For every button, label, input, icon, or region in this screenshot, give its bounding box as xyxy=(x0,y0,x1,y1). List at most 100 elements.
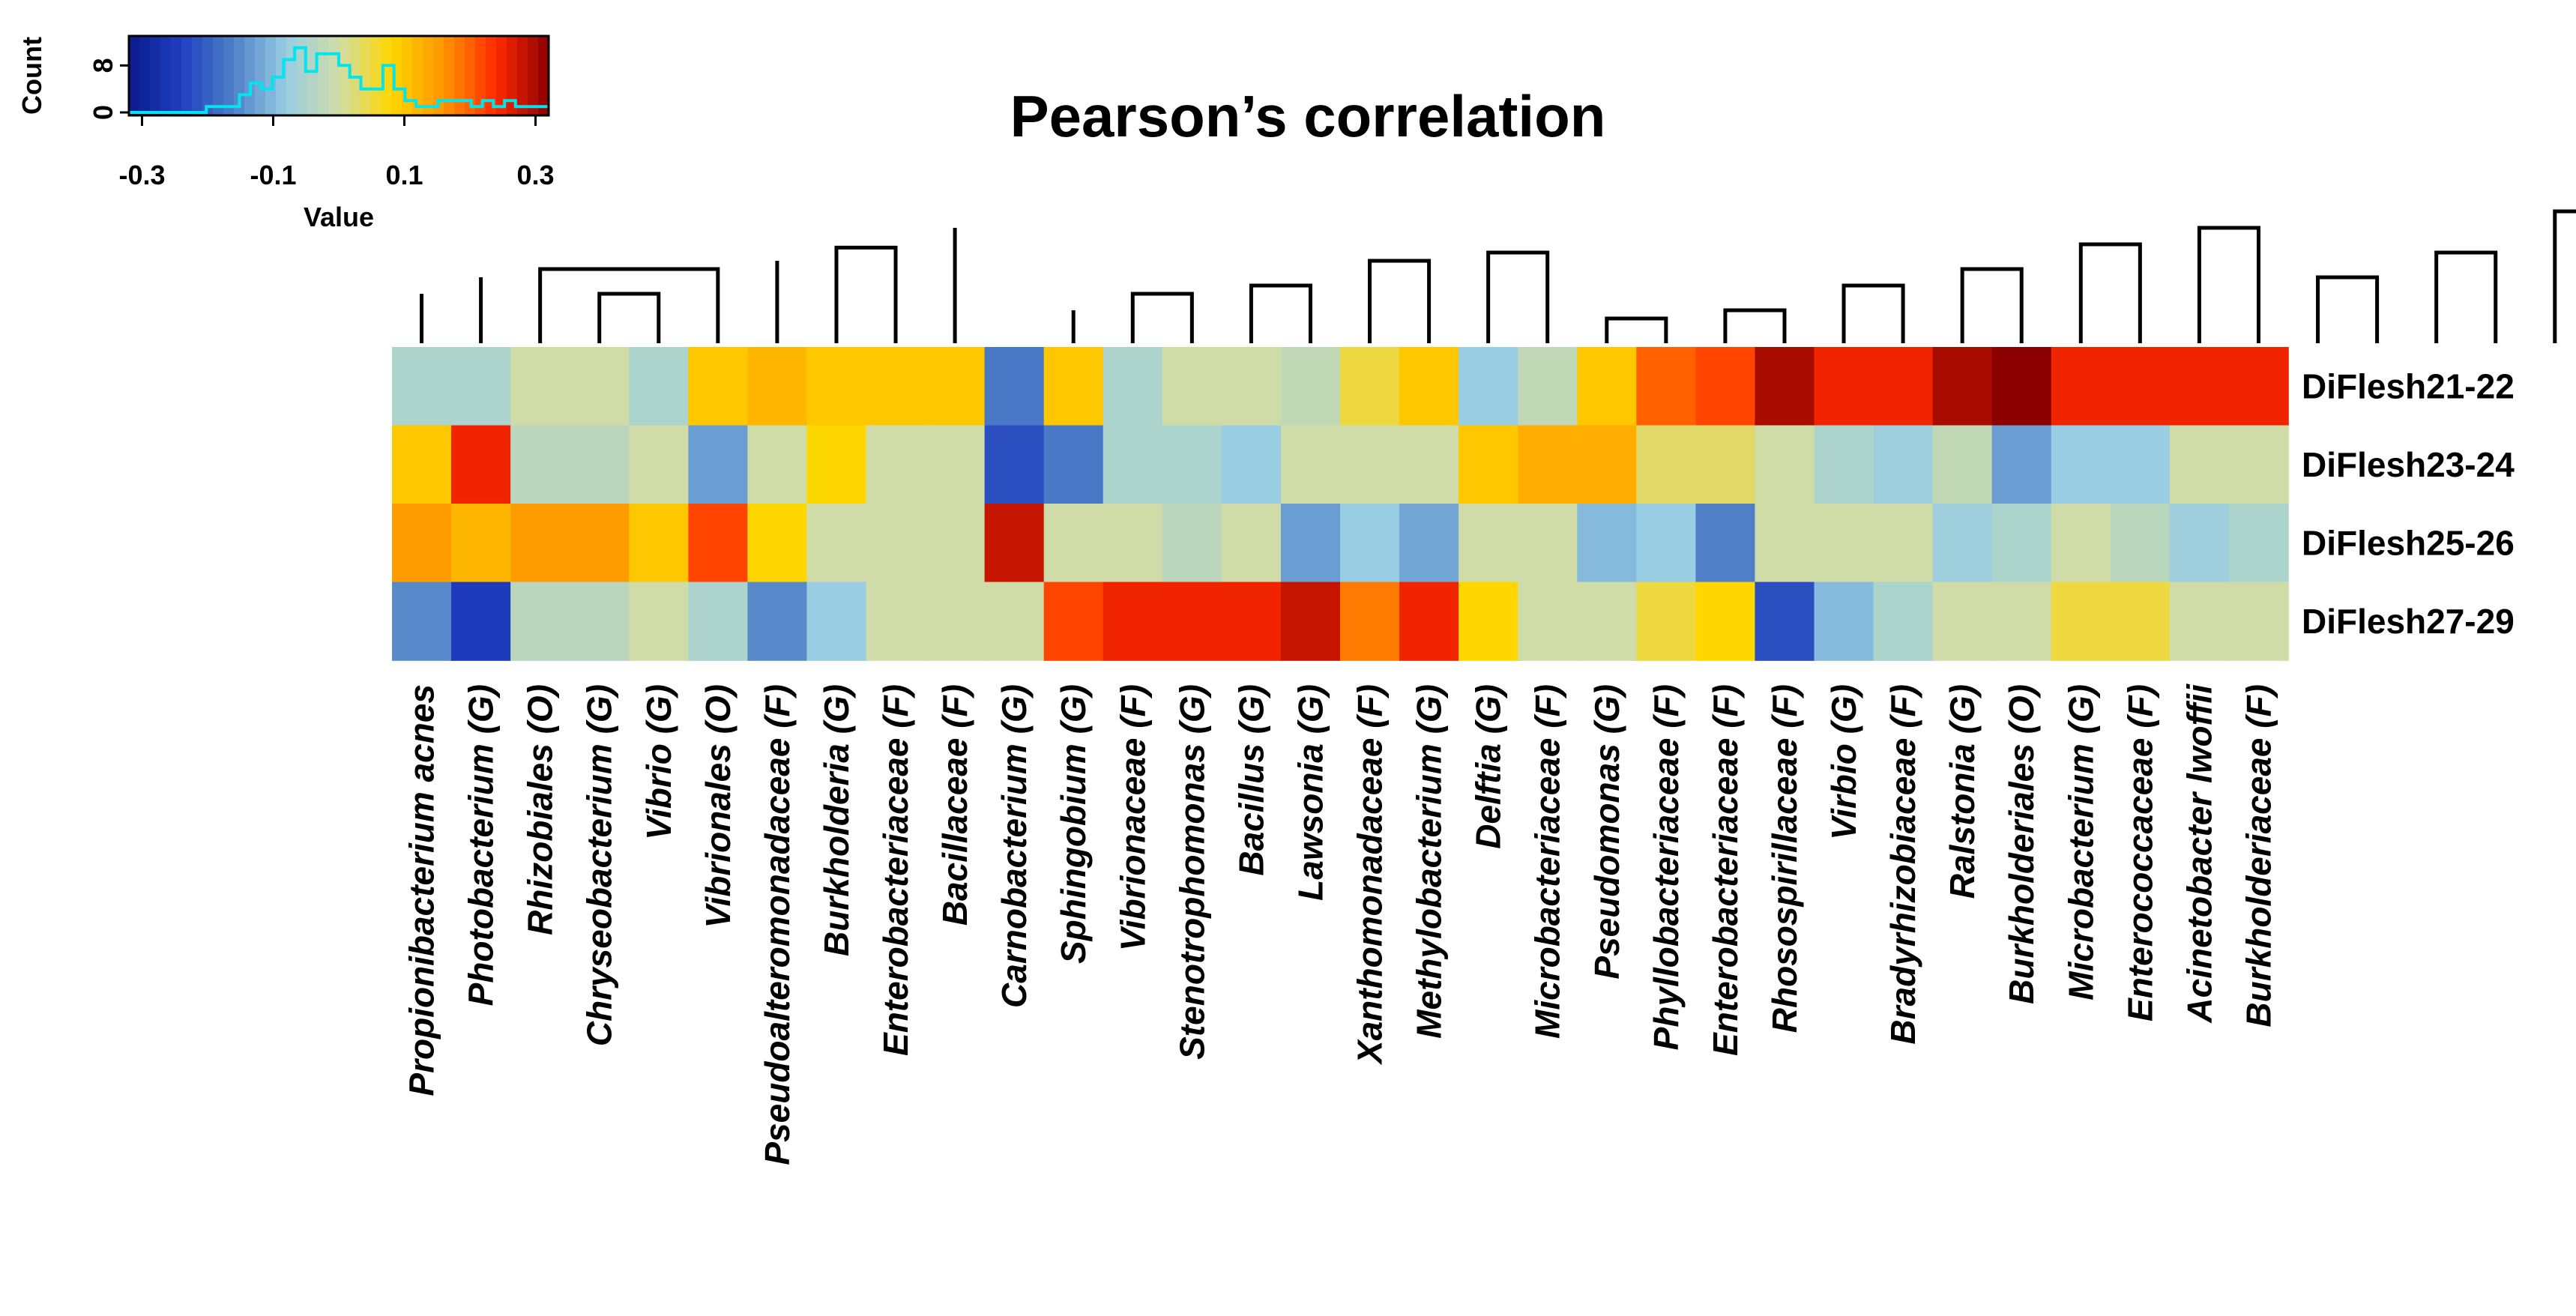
color-key-step xyxy=(486,36,497,115)
heatmap-cell xyxy=(2110,582,2171,661)
column-label: Bacillaceae (F) xyxy=(935,684,974,926)
color-key-step xyxy=(528,36,539,115)
heatmap-cells xyxy=(392,347,2289,661)
color-key-step xyxy=(370,36,381,115)
heatmap-cell xyxy=(2051,425,2111,504)
column-label: Rhizobiales (O) xyxy=(521,684,560,935)
heatmap-cell xyxy=(1577,347,1638,426)
color-key-x-ticks: -0.3 -0.1 0.1 0.3 xyxy=(118,115,555,190)
column-dendrogram-branch xyxy=(1605,316,1668,343)
heatmap-cell xyxy=(392,425,452,504)
heatmap-cell xyxy=(688,425,749,504)
column-label: Phyllobacteriaceae (F) xyxy=(1647,684,1686,1050)
color-key-step xyxy=(412,36,423,115)
row-label: DiFlesh23-24 xyxy=(2302,445,2515,484)
heatmap-cell xyxy=(1340,347,1400,426)
column-label: Enterobacteriaceae (F) xyxy=(1706,684,1745,1056)
heatmap-cell xyxy=(392,504,452,583)
heatmap-cell xyxy=(1577,425,1638,504)
heatmap-cell xyxy=(1399,582,1459,661)
color-key-x-tick-label: 0.1 xyxy=(385,160,423,190)
heatmap-cell xyxy=(1043,582,1104,661)
heatmap-cell xyxy=(570,425,630,504)
column-dendrogram-branch xyxy=(2197,226,2260,343)
heatmap-cell xyxy=(629,347,690,426)
heatmap-cell xyxy=(806,582,867,661)
heatmap-cell xyxy=(1280,504,1341,583)
color-key-step xyxy=(255,36,266,115)
heatmap-cell xyxy=(1162,347,1222,426)
color-key-step xyxy=(192,36,203,115)
color-key-step xyxy=(433,36,444,115)
heatmap-cell xyxy=(1755,504,1815,583)
column-label: Ralstonia (G) xyxy=(1943,684,1982,899)
heatmap-cell xyxy=(629,425,690,504)
heatmap-cell xyxy=(1636,582,1697,661)
color-key-step xyxy=(507,36,518,115)
heatmap-cell xyxy=(1459,425,1518,504)
column-label: Bacillus (G) xyxy=(1231,684,1270,876)
column-label: Microbacterium (G) xyxy=(2061,684,2100,1000)
heatmap-cell xyxy=(1459,347,1518,426)
heatmap-cell xyxy=(1280,582,1341,661)
heatmap-cell xyxy=(451,504,511,583)
column-dendrogram-branch xyxy=(597,292,661,343)
heatmap-cell xyxy=(1873,582,1934,661)
color-key-step xyxy=(318,36,329,115)
color-key-x-label: Value xyxy=(304,202,374,232)
heatmap-cell xyxy=(925,425,986,504)
heatmap-cell xyxy=(510,347,570,426)
color-key-step xyxy=(265,36,277,115)
heatmap-cell xyxy=(451,425,511,504)
heatmap-cell xyxy=(2169,425,2230,504)
heatmap-cell xyxy=(806,425,867,504)
color-key-step xyxy=(423,36,434,115)
heatmap-cell xyxy=(984,425,1045,504)
color-key-step xyxy=(202,36,214,115)
heatmap-cell xyxy=(629,582,690,661)
chart-title: Pearson’s correlation xyxy=(1010,83,1606,149)
heatmap-cell xyxy=(2228,347,2289,426)
row-labels: DiFlesh21-22 DiFlesh23-24 DiFlesh25-26 DiFl… xyxy=(2302,366,2515,641)
heatmap-cell xyxy=(747,582,808,661)
color-key-step xyxy=(339,36,350,115)
column-label: Vibrionaceae (F) xyxy=(1113,684,1152,951)
column-dendrogram-branch xyxy=(538,267,720,343)
column-label: Stenotrophomonas (G) xyxy=(1172,684,1211,1060)
heatmap-cell xyxy=(2051,504,2111,583)
heatmap-cell xyxy=(2228,504,2289,583)
heatmap-cell xyxy=(2228,425,2289,504)
color-key-x-tick-label: -0.3 xyxy=(118,160,165,190)
heatmap-cell xyxy=(1221,425,1282,504)
heatmap-cell xyxy=(984,347,1045,426)
color-key-step xyxy=(150,36,161,115)
heatmap-cell xyxy=(1636,504,1697,583)
color-key-step xyxy=(213,36,224,115)
heatmap-cell xyxy=(984,582,1045,661)
heatmap-cell xyxy=(1459,504,1518,583)
column-dendrogram-branch xyxy=(2553,209,2576,343)
heatmap-cell xyxy=(451,347,511,426)
heatmap-cell xyxy=(1518,425,1578,504)
heatmap-cell xyxy=(1518,504,1578,583)
heatmap-cell xyxy=(1695,425,1756,504)
color-key-legend: -0.3 -0.1 0.1 0.3 08 Value Count xyxy=(16,34,555,232)
heatmap-cell xyxy=(747,425,808,504)
column-dendrogram-branch xyxy=(1130,292,1194,343)
heatmap-cell xyxy=(866,425,926,504)
color-key-step xyxy=(223,36,235,115)
column-label: Delftia (G) xyxy=(1469,684,1508,849)
column-dendrogram-branch xyxy=(2078,242,2142,343)
column-labels: Propionibacterium acnes Photobacterium (G… xyxy=(402,683,2278,1165)
column-dendrogram-branch xyxy=(834,245,898,343)
color-key-y-tick-label: 0 xyxy=(88,105,118,120)
heatmap-cell xyxy=(2169,347,2230,426)
column-label: Enterococcaceae (F) xyxy=(2120,684,2159,1021)
color-key-step xyxy=(538,36,549,115)
color-key-frame xyxy=(127,34,550,117)
heatmap-cell xyxy=(1577,582,1638,661)
heatmap-cell xyxy=(1340,425,1400,504)
column-label: Pseudomonas (G) xyxy=(1587,684,1626,980)
color-key-step xyxy=(517,36,528,115)
color-key-step xyxy=(181,36,193,115)
